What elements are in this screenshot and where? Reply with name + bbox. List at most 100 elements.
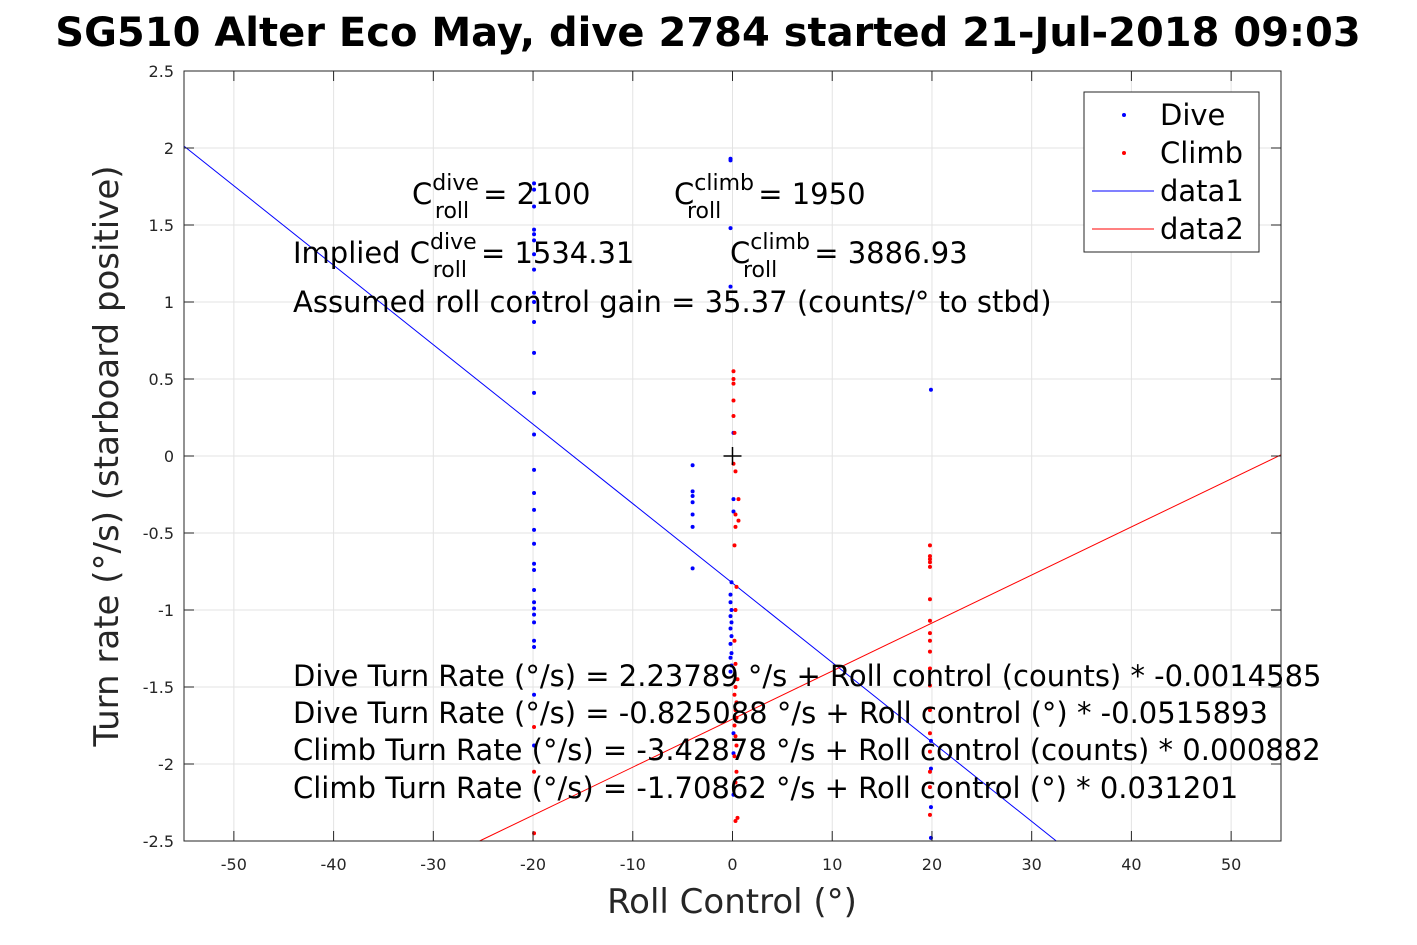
point-climb: [733, 608, 738, 612]
x-tick-label: 30: [1022, 855, 1042, 874]
c-climb-base: C: [674, 177, 694, 211]
point-climb: [734, 700, 739, 705]
annotations: Cdive roll = 2100 Cclimb roll = 1950 Implied…: [293, 171, 1321, 805]
point-dive: [532, 587, 537, 592]
x-tick-label: -20: [520, 855, 546, 874]
point-climb: [927, 785, 932, 790]
point-climb: [733, 661, 738, 666]
point-dive: [532, 606, 537, 611]
implied-dive-annotation: Implied Cdive roll = 1534.31: [293, 230, 634, 283]
c-climb-annotation: Cclimb roll = 1950: [674, 171, 866, 224]
point-climb: [731, 398, 736, 403]
point-dive: [690, 463, 695, 468]
point-dive: [532, 227, 537, 232]
point-dive: [728, 669, 733, 674]
point-dive: [532, 600, 537, 605]
c-climb-value: = 1950: [758, 177, 865, 211]
point-dive: [928, 805, 933, 810]
point-climb: [732, 754, 737, 759]
point-climb: [927, 666, 932, 671]
fit-line-data1: [183, 145, 1057, 842]
point-climb: [733, 734, 738, 739]
point-climb: [733, 818, 738, 823]
point-climb: [734, 715, 739, 720]
point-climb: [927, 638, 932, 643]
point-dive: [532, 541, 537, 546]
point-dive: [532, 612, 537, 617]
point-climb: [733, 708, 738, 713]
y-tick-label: 0: [164, 447, 174, 466]
x-axis-label: Roll Control (°): [607, 882, 857, 922]
axis-ticks: -50 -40 -30 -20 -10 0 10 20 30 40 50-2.5-2-1.5-1-0…: [143, 62, 1281, 874]
point-climb: [735, 815, 740, 820]
point-dive: [532, 350, 537, 355]
point-dive: [690, 489, 695, 494]
point-dive: [729, 651, 734, 656]
plot-area-border: [183, 70, 1282, 842]
point-dive: [731, 731, 736, 736]
point-dive: [731, 497, 736, 502]
point-climb: [927, 683, 932, 688]
point-dive: [728, 158, 733, 163]
point-climb: [927, 543, 932, 548]
c-dive-sup: dive: [432, 171, 479, 196]
legend-data1-label: data1: [1160, 174, 1244, 208]
y-tick-label: 1: [164, 293, 174, 312]
point-dive: [532, 567, 537, 572]
point-climb: [927, 560, 932, 565]
fit-line-data2: [479, 454, 1282, 842]
point-dive: [728, 592, 733, 597]
point-dive: [729, 620, 734, 625]
point-dive: [532, 290, 537, 295]
point-dive: [532, 527, 537, 532]
point-climb: [927, 708, 932, 713]
point-dive: [532, 267, 537, 272]
x-tick-label: -40: [321, 855, 347, 874]
point-dive: [928, 738, 933, 743]
x-tick-label: 50: [1221, 855, 1241, 874]
point-dive: [728, 655, 733, 660]
legend-data2-label: data2: [1160, 212, 1244, 246]
c-climb-sub: roll: [687, 199, 721, 224]
y-tick-label: -2.5: [143, 832, 174, 851]
point-dive: [729, 663, 734, 668]
x-tick-label: 10: [822, 855, 842, 874]
point-climb: [732, 723, 737, 728]
fit-lines: [183, 145, 1282, 842]
x-tick-label: 40: [1121, 855, 1141, 874]
point-dive: [532, 390, 537, 395]
implied-dive-value: = 1534.31: [481, 236, 634, 270]
point-dive: [729, 608, 734, 612]
point-dive: [532, 561, 537, 566]
c-dive-value: = 2100: [483, 177, 590, 211]
point-climb: [927, 618, 932, 623]
point-climb: [735, 677, 740, 682]
point-dive: [532, 238, 537, 243]
c-dive-base: C: [412, 177, 432, 211]
point-dive: [532, 204, 537, 209]
point-climb: [733, 685, 738, 689]
point-climb: [731, 381, 736, 386]
point-dive: [532, 620, 537, 625]
point-dive: [532, 300, 537, 304]
point-dive: [532, 638, 537, 643]
point-climb: [732, 638, 737, 643]
y-tick-label: 2.5: [149, 62, 174, 81]
point-dive: [690, 566, 695, 571]
c-dive-annotation: Cdive roll = 2100: [412, 171, 590, 224]
legend-climb-label: Climb: [1160, 136, 1243, 170]
implied-climb-sub: roll: [743, 258, 777, 283]
point-climb: [733, 469, 738, 474]
equation-dive-degrees: Dive Turn Rate (°/s) = -0.825088 °/s + R…: [293, 696, 1268, 730]
x-tick-label: -30: [420, 855, 446, 874]
point-climb: [733, 512, 738, 517]
implied-prefix: Implied C: [293, 236, 430, 270]
point-climb: [732, 543, 737, 548]
implied-climb-value: = 3886.93: [814, 236, 967, 270]
point-dive: [728, 641, 733, 646]
y-tick-label: 1.5: [149, 216, 174, 235]
point-climb: [927, 554, 932, 559]
point-dive: [728, 626, 733, 631]
legend-box: [1083, 91, 1260, 253]
